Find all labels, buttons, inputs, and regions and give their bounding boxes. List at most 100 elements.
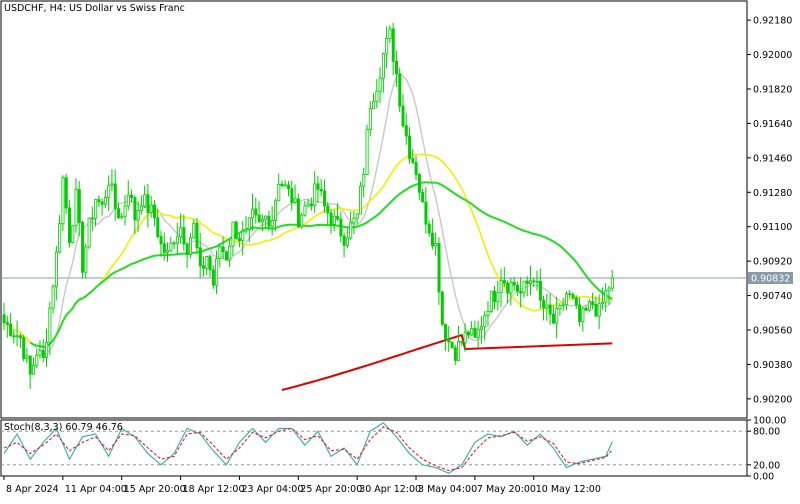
candle <box>84 243 88 279</box>
candle-body <box>192 222 196 239</box>
candle <box>529 265 533 296</box>
candle-body <box>404 125 408 137</box>
candle <box>74 178 78 233</box>
candle <box>12 330 16 344</box>
candle-body <box>208 256 212 271</box>
candle <box>283 179 287 187</box>
candle-body <box>90 217 94 220</box>
candle-body <box>430 232 434 247</box>
candle-body <box>234 221 238 239</box>
candle-body <box>447 339 451 343</box>
candle-body <box>561 304 565 307</box>
candle <box>594 296 598 318</box>
candle-body <box>568 293 572 296</box>
candle <box>117 202 121 219</box>
candle-body <box>437 243 441 293</box>
candle-body <box>323 190 327 207</box>
candle <box>146 183 150 228</box>
candle <box>218 243 222 268</box>
candle-body <box>385 38 389 55</box>
time-tick-label: 11 Apr 04:00 <box>65 484 127 495</box>
candle-body <box>581 307 585 322</box>
candle <box>571 292 575 301</box>
candle <box>133 195 137 235</box>
candle <box>274 198 278 231</box>
candle <box>610 269 614 292</box>
candle-body <box>470 328 474 336</box>
candle-body <box>378 77 382 92</box>
time-tick-label: 7 May 20:00 <box>477 484 536 495</box>
candle <box>136 200 140 233</box>
candle-body <box>565 293 569 306</box>
candle-body <box>440 291 444 325</box>
candle-body <box>25 355 29 359</box>
candle <box>260 214 264 232</box>
candle <box>561 298 565 312</box>
candle-body <box>162 243 166 253</box>
candle-body <box>401 105 405 127</box>
osc-tick-label: 80.00 <box>753 427 780 438</box>
candle-body <box>143 194 147 207</box>
candle <box>25 347 29 364</box>
candle <box>90 206 94 232</box>
candle-body <box>68 207 72 243</box>
candle-body <box>146 194 150 213</box>
candle <box>506 280 510 304</box>
candle <box>185 242 189 269</box>
candle <box>542 295 546 321</box>
candle <box>545 293 549 321</box>
candle-body <box>460 340 464 343</box>
candle <box>87 217 91 249</box>
candle <box>352 211 356 235</box>
candle-body <box>610 277 614 289</box>
candle <box>532 277 536 288</box>
candle-body <box>509 281 513 294</box>
candle <box>303 200 307 217</box>
candle-body <box>77 189 81 223</box>
candle-body <box>411 158 415 163</box>
candle <box>58 214 62 254</box>
time-tick-label: 8 Apr 2024 <box>6 484 59 495</box>
time-tick-label: 3 May 04:00 <box>418 484 477 495</box>
candle <box>470 321 474 337</box>
candle-body <box>414 162 418 175</box>
candle <box>607 285 611 305</box>
candle <box>493 286 497 310</box>
candle-body <box>542 299 546 309</box>
candle-body <box>391 28 395 62</box>
candle <box>453 345 457 365</box>
candle <box>159 230 163 257</box>
candle-body <box>123 205 127 217</box>
candle-body <box>156 217 160 237</box>
candle-body <box>270 220 274 227</box>
candle <box>424 187 428 234</box>
candle <box>345 227 349 249</box>
candle-body <box>548 304 552 315</box>
candle <box>54 245 58 301</box>
osc-tick-label: 20.00 <box>753 460 780 471</box>
candle-body <box>35 354 39 366</box>
candle-body <box>18 335 22 338</box>
candle-body <box>506 282 510 294</box>
candle <box>450 341 454 349</box>
candle-body <box>2 314 6 323</box>
candle <box>486 301 490 327</box>
candle-body <box>228 245 232 261</box>
candle-body <box>604 290 608 303</box>
candle <box>251 193 255 231</box>
candle-body <box>283 184 287 187</box>
candle-body <box>198 247 202 267</box>
candle <box>100 198 104 216</box>
candle <box>32 357 36 375</box>
candle-body <box>421 191 425 203</box>
candle <box>22 334 26 362</box>
candle <box>28 355 32 389</box>
candle <box>339 211 343 243</box>
candle <box>578 297 582 327</box>
candle <box>551 305 555 324</box>
candle <box>293 184 297 204</box>
candle <box>166 242 170 262</box>
candle-body <box>375 90 379 103</box>
candle <box>362 167 366 198</box>
candle-body <box>519 290 523 294</box>
